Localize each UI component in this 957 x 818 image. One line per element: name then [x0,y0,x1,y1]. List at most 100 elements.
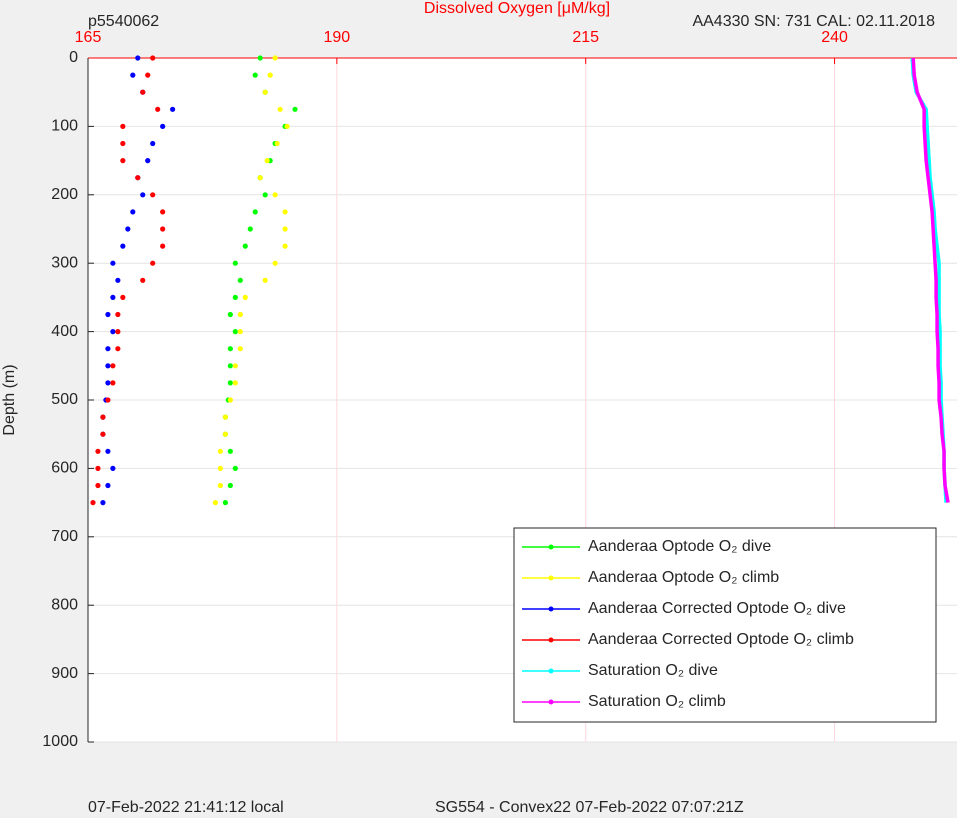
data-point [115,346,121,352]
data-point [105,363,111,369]
profile-line [911,57,950,503]
data-point [232,329,238,335]
legend-label: Saturation O₂ dive [588,662,718,679]
data-point [120,140,126,147]
right-title: AA4330 SN: 731 CAL: 02.11.2018 [692,13,935,30]
footer-right: SG554 - Convex22 07-Feb-2022 07:07:21Z [435,799,744,816]
data-point [100,431,106,437]
y-tick-label: 600 [51,460,78,477]
data-point [120,123,126,129]
y-tick-label: 200 [51,186,78,203]
data-point [130,72,136,78]
data-point [227,482,233,489]
series [212,55,290,506]
data-point [170,106,176,112]
data-point [100,500,106,506]
data-point [135,55,141,61]
data-point [110,294,116,300]
y-tick-label: 300 [51,254,78,271]
data-point [264,158,270,164]
data-point [140,89,146,95]
data-point [105,380,111,386]
data-point [150,192,156,198]
data-point [160,209,166,215]
data-point [140,277,146,283]
y-tick-label: 500 [51,391,78,408]
data-point [227,363,233,369]
x-tick-label: 240 [821,29,848,46]
data-point [282,243,288,249]
data-point [277,106,283,112]
data-point [145,158,151,164]
chart-title: Dissolved Oxygen [μM/kg] [424,0,610,17]
data-point [115,329,121,335]
data-point [120,158,126,164]
data-point [252,209,258,215]
legend-marker [548,699,554,705]
data-point [105,448,111,454]
data-point [110,363,116,369]
data-point [135,175,141,181]
data-point [155,106,161,112]
data-point [110,260,116,266]
legend-marker [548,575,554,581]
data-point [105,482,111,489]
footer-left: 07-Feb-2022 21:41:12 local [88,799,284,816]
data-point [217,448,223,454]
data-point [140,192,146,198]
data-point [120,243,126,249]
data-point [227,397,233,403]
legend-label: Aanderaa Corrected Optode O₂ dive [588,600,846,617]
data-point [217,465,223,471]
data-point [145,72,151,78]
x-tick-label: 215 [572,29,599,46]
data-point [237,277,243,283]
legend-label: Aanderaa Optode O₂ climb [588,569,779,586]
data-point [232,380,238,386]
data-point [125,226,131,232]
data-point [262,277,268,283]
data-point [284,123,290,129]
data-point [150,55,156,61]
data-point [237,329,243,335]
data-point [272,55,278,61]
series [911,57,950,503]
data-point [100,414,106,420]
legend-label: Saturation O₂ climb [588,693,726,710]
data-point [242,243,248,249]
data-point [232,294,238,300]
data-point [130,209,136,215]
y-tick-label: 700 [51,528,78,545]
data-point [274,140,280,147]
data-point [282,226,288,232]
data-point [262,192,268,198]
legend-marker [548,606,554,612]
legend-marker [548,637,554,643]
data-point [227,311,233,318]
data-point [115,277,121,283]
y-tick-label: 900 [51,665,78,682]
data-point [247,226,253,232]
legend-marker [548,668,554,674]
data-point [160,226,166,232]
data-point [227,448,233,454]
x-tick-label: 190 [324,29,351,46]
y-axis-label: Depth (m) [1,364,18,435]
data-point [227,346,233,352]
data-point [262,89,268,95]
legend-label: Aanderaa Corrected Optode O₂ climb [588,631,854,648]
data-point [257,55,263,61]
data-point [237,346,243,352]
legend-box [513,527,937,723]
y-tick-label: 1000 [42,733,78,750]
data-point [272,192,278,198]
data-point [222,431,228,437]
data-point [212,500,219,506]
data-point [282,209,288,215]
y-tick-label: 400 [51,323,78,340]
data-point [160,123,166,129]
data-point [227,380,233,386]
data-point [110,329,116,335]
